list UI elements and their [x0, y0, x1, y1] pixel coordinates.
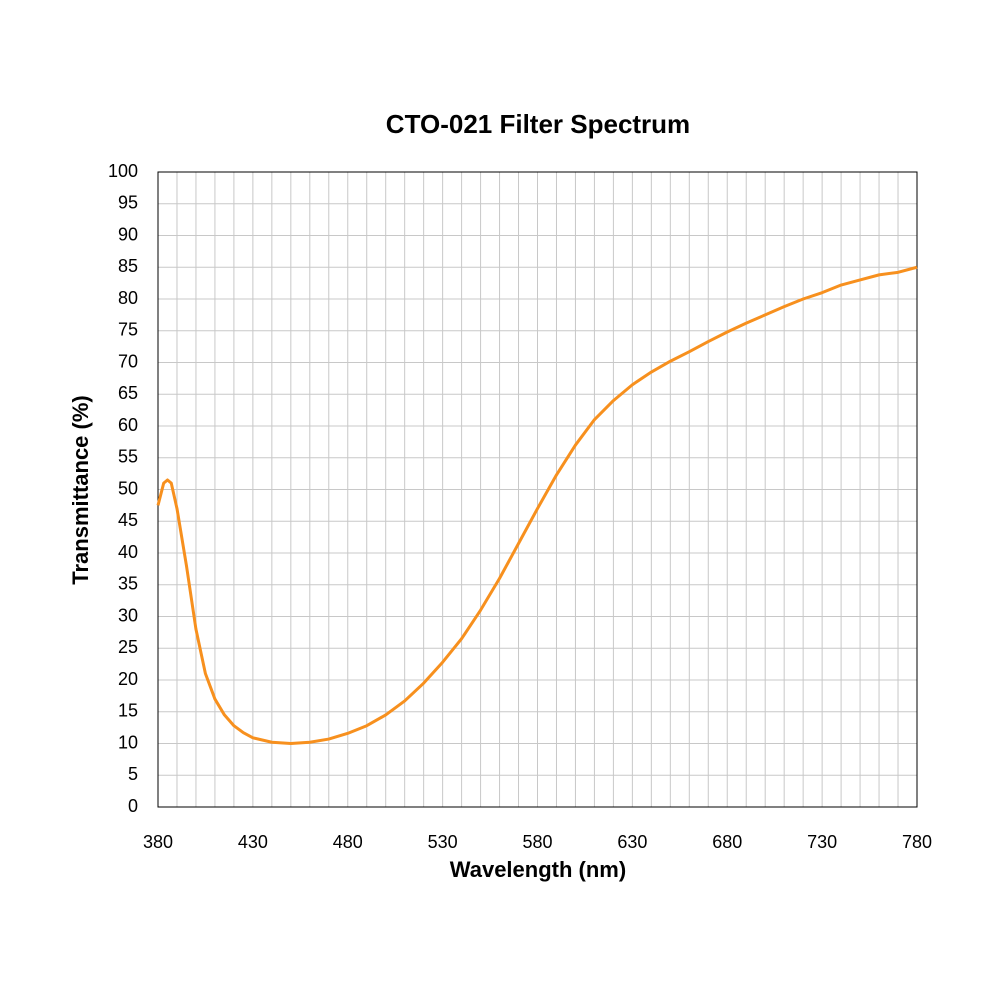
y-tick-label: 65: [118, 383, 138, 403]
x-tick-label: 680: [712, 832, 742, 852]
plot-frame: [157, 171, 918, 808]
y-tick-label: 80: [118, 288, 138, 308]
y-tick-label: 70: [118, 351, 138, 371]
chart-title: CTO-021 Filter Spectrum: [386, 109, 690, 139]
data-line: [156, 265, 918, 745]
y-tick-label: 25: [118, 637, 138, 657]
y-tick-label: 90: [118, 224, 138, 244]
y-tick-label: 45: [118, 510, 138, 530]
x-tick-label: 380: [143, 832, 173, 852]
y-tick-label: 55: [118, 447, 138, 467]
y-tick-label: 60: [118, 415, 138, 435]
y-tick-label: 20: [118, 669, 138, 689]
x-tick-label: 730: [807, 832, 837, 852]
x-tick-label: 430: [238, 832, 268, 852]
y-tick-label: 100: [108, 161, 138, 181]
y-tick-label: 5: [128, 764, 138, 784]
y-axis-title: Transmittance (%): [68, 395, 93, 585]
x-tick-label: 630: [617, 832, 647, 852]
y-tick-label: 40: [118, 542, 138, 562]
y-tick-label: 95: [118, 193, 138, 213]
y-tick-label: 30: [118, 605, 138, 625]
y-tick-label: 10: [118, 732, 138, 752]
y-tick-label: 50: [118, 478, 138, 498]
y-tick-label: 15: [118, 701, 138, 721]
y-tick-label: 75: [118, 320, 138, 340]
x-tick-label: 530: [428, 832, 458, 852]
y-tick-label: 35: [118, 574, 138, 594]
x-tick-label: 780: [902, 832, 932, 852]
x-tick-label: 480: [333, 832, 363, 852]
y-tick-label: 0: [128, 796, 138, 816]
x-axis-title: Wavelength (nm): [450, 857, 626, 882]
x-tick-label: 580: [522, 832, 552, 852]
y-tick-label: 85: [118, 256, 138, 276]
